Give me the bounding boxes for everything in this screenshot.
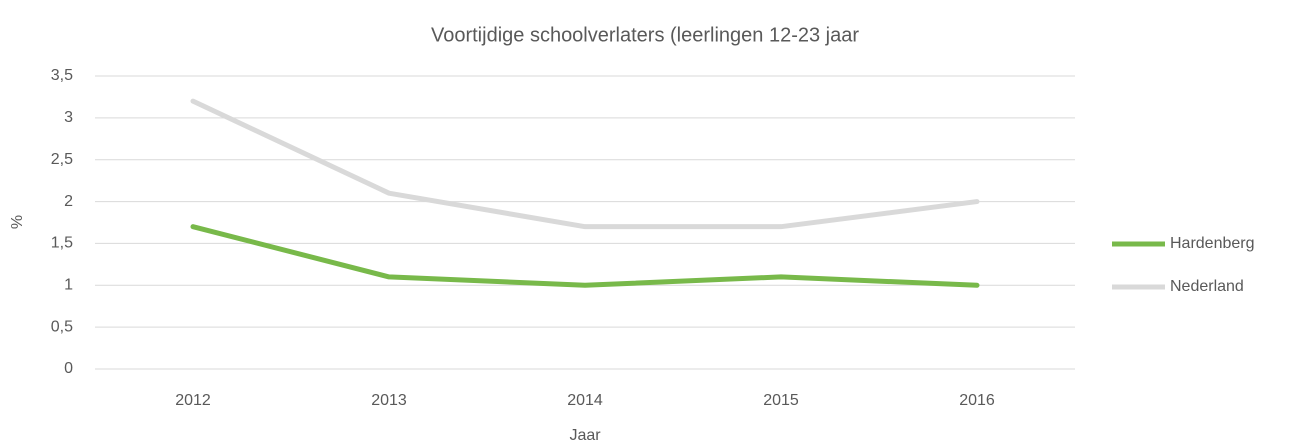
series-line <box>190 98 980 230</box>
y-tick-label: 0 <box>64 360 73 377</box>
y-tick-label: 0,5 <box>51 318 73 335</box>
y-tick-label: 1,5 <box>51 235 73 252</box>
legend-label: Nederland <box>1170 278 1244 295</box>
series-line <box>190 224 980 288</box>
x-tick-label: 2016 <box>959 392 995 409</box>
chart-title: Voortijdige schoolverlaters (leerlingen … <box>431 24 859 46</box>
y-tick-label: 3,5 <box>51 67 73 84</box>
legend-label: Hardenberg <box>1170 235 1255 252</box>
y-tick-label: 3 <box>64 109 73 126</box>
x-tick-label: 2012 <box>175 392 211 409</box>
y-tick-label: 2,5 <box>51 151 73 168</box>
y-tick-label: 1 <box>64 277 73 294</box>
x-axis-label: Jaar <box>569 427 601 444</box>
y-axis-label: % <box>9 215 26 229</box>
x-tick-label: 2015 <box>763 392 799 409</box>
y-tick-label: 2 <box>64 193 73 210</box>
x-tick-label: 2013 <box>371 392 407 409</box>
x-tick-label: 2014 <box>567 392 603 409</box>
